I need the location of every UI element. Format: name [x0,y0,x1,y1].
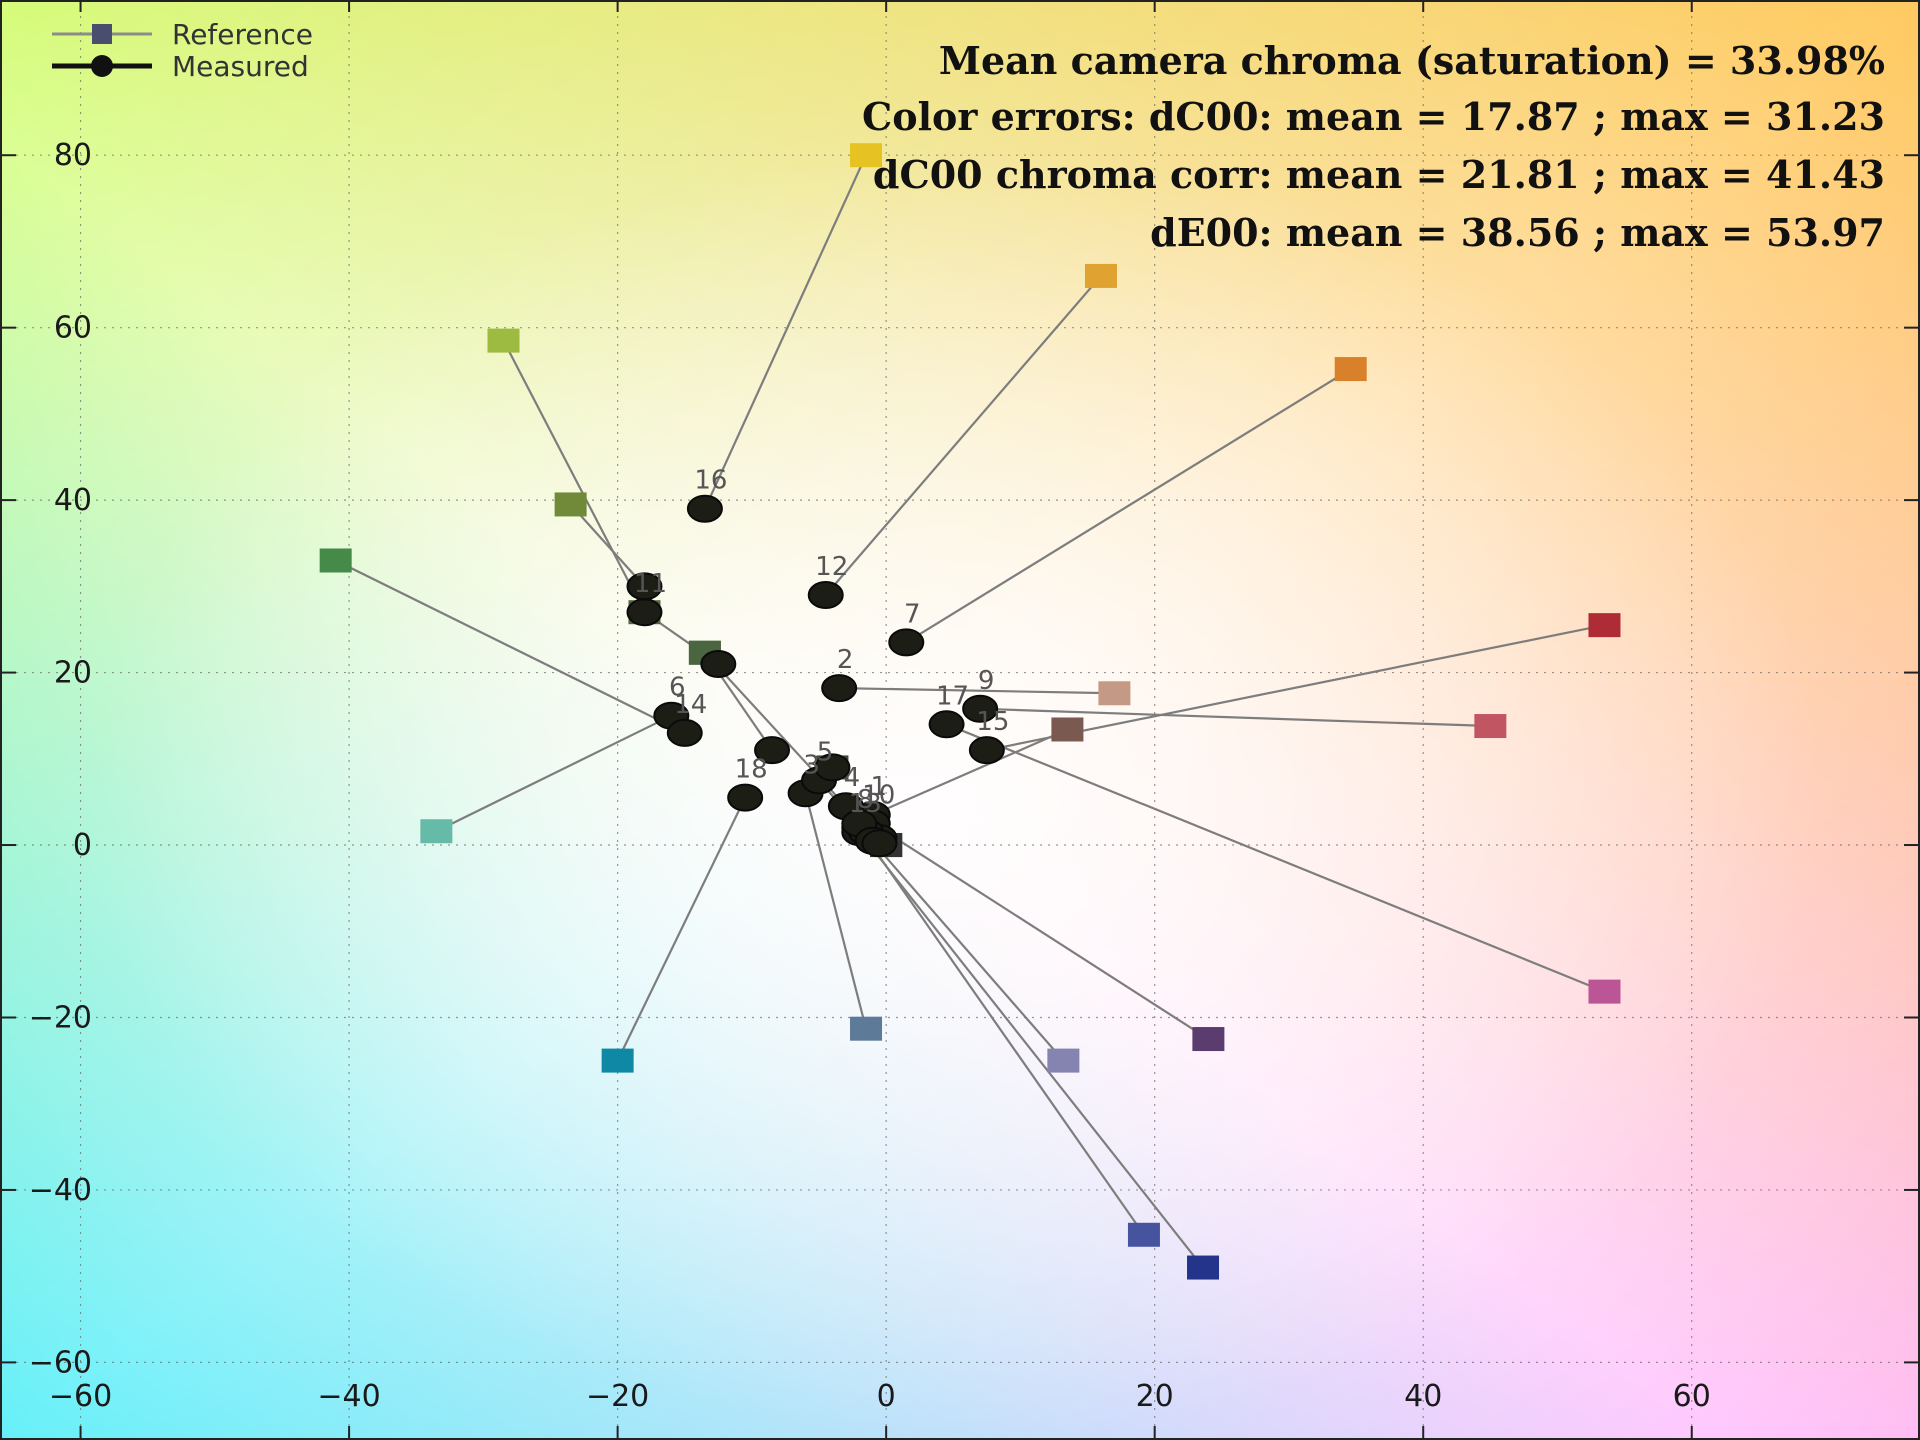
x-tick-label: 20 [1136,1379,1174,1414]
reference-marker [1084,263,1117,288]
reference-marker [1334,357,1367,382]
reference-marker [1127,1222,1160,1247]
patch-label: 12 [815,552,848,582]
error-line [872,728,1068,816]
measured-marker [727,783,764,812]
measured-marker [888,628,925,657]
x-tick-label: 60 [1673,1379,1711,1414]
patch-label: 17 [936,681,969,711]
measured-marker [626,598,663,627]
reference-marker [1098,681,1131,706]
stat-color-errors: Color errors: dC00: mean = 17.87 ; max =… [862,94,1885,139]
patch-label: 5 [817,737,834,767]
error-line [435,714,672,833]
measured-marker [626,572,663,601]
reference-marker [1192,1027,1225,1052]
error-line [502,340,646,613]
patch-label: 4 [844,763,861,793]
reference-marker [1588,613,1621,638]
patch-label: 18 [735,755,768,785]
y-tick-label: −60 [29,1345,92,1380]
measured-marker [686,494,723,523]
x-tick-label: 40 [1404,1379,1442,1414]
y-tick-label: 0 [73,828,92,863]
measured-marker [821,674,858,703]
reference-marker [1047,1048,1080,1073]
measured-marker [928,710,965,739]
measured-marker [666,718,703,747]
measured-marker [962,694,999,723]
reference-marker [1474,714,1507,739]
reference-marker [319,548,352,573]
y-tick-label: 60 [54,311,92,346]
stats-annotations: Mean camera chroma (saturation) = 33.98%… [862,38,1885,255]
error-line [946,723,1605,993]
measured-marker [700,649,737,678]
error-line [980,707,1491,728]
error-line [616,797,747,1062]
patch-label: 13 [849,789,882,819]
legend: Reference Measured [52,18,313,83]
patch-label: 7 [904,599,921,629]
error-line [858,827,1145,1236]
patch-label: 2 [837,645,854,675]
reference-marker [554,492,587,517]
x-tick-label: 0 [877,1379,896,1414]
patch-label: 1 [870,772,887,802]
patch-label: 10 [862,780,895,810]
patch-label: 16 [694,466,727,496]
patch-label: 6 [669,673,686,703]
y-tick-label: −20 [29,1000,92,1035]
reference-marker [420,819,453,844]
x-tick-label: −60 [49,1379,112,1414]
error-line [839,686,1115,695]
error-line [824,275,1102,596]
error-line [335,559,686,734]
error-line [905,368,1352,644]
stat-de00: dE00: mean = 38.56 ; max = 53.97 [1150,210,1885,255]
error-line [569,503,646,588]
x-tick-label: −40 [317,1379,380,1414]
patch-label: 15 [976,707,1009,737]
stat-mean-chroma: Mean camera chroma (saturation) = 33.98% [939,38,1885,83]
patch-label: 11 [634,569,667,599]
reference-marker [1187,1255,1220,1280]
y-tick-label: −40 [29,1173,92,1208]
reference-marker [850,143,883,168]
patch-label: 14 [674,690,707,720]
patch-label: 8 [857,785,874,815]
y-tick-label: 80 [54,138,92,173]
reference-marker [1588,979,1621,1004]
stat-chroma-corr: dC00 chroma corr: mean = 21.81 ; max = 4… [873,152,1885,197]
measured-marker [814,753,851,782]
measured-markers [626,494,1005,858]
y-tick-label: 40 [54,483,92,518]
legend-reference-label: Reference [172,18,313,51]
x-tick-label: −20 [586,1379,649,1414]
error-line [703,154,868,510]
error-line [804,793,868,1029]
reference-marker [1051,717,1084,742]
legend-reference-swatch [92,24,112,44]
measured-marker [861,829,898,858]
patch-label: 3 [803,750,820,780]
reference-marker [487,328,520,353]
legend-measured-swatch [91,55,113,77]
error-line [858,831,1204,1269]
error-line [986,624,1605,752]
y-tick-label: 20 [54,656,92,691]
measured-marker [754,736,791,765]
patch-label: 9 [978,666,995,696]
reference-marker [601,1048,634,1073]
reference-marker [850,1016,883,1041]
measured-marker [968,736,1005,765]
measured-marker [807,580,844,609]
error-line [872,822,1209,1040]
legend-measured-label: Measured [172,50,309,83]
